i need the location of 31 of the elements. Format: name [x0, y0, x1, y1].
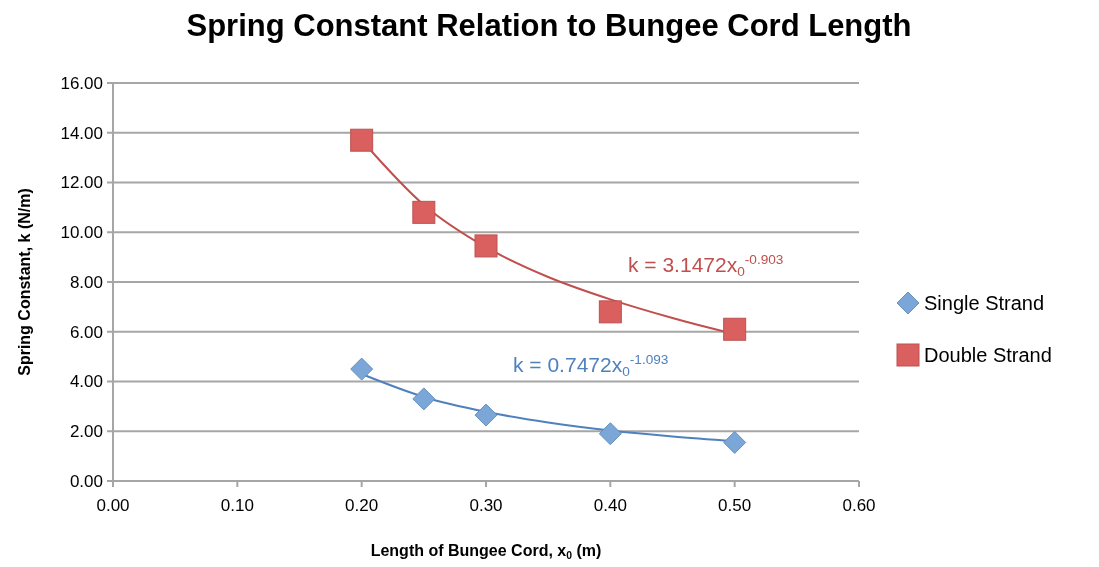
point	[723, 317, 747, 341]
point	[474, 234, 498, 258]
legend-label: Single Strand	[924, 292, 1045, 314]
y-tick-label: 12.00	[60, 173, 103, 193]
y-tick-label: 8.00	[69, 272, 103, 292]
y-tick-label: 16.00	[60, 73, 103, 93]
y-tick-label: 10.00	[60, 223, 103, 243]
x-tick-label: 0.20	[345, 496, 379, 515]
legend-label: Double Strand	[924, 344, 1052, 366]
point	[723, 430, 747, 454]
x-axis-title: Length of Bungee Cord, x$_{0}$ (m)	[370, 542, 602, 561]
x-tick-label: 0.00	[96, 496, 130, 515]
x-tick-label: 0.40	[593, 496, 627, 515]
x-tick-label: 0.30	[469, 496, 503, 515]
y-tick-label: 6.00	[69, 322, 103, 342]
point	[350, 128, 374, 152]
y-axis-title: Spring Constant, k (N/m)	[16, 188, 33, 376]
point	[474, 403, 498, 427]
y-tick-label: 2.00	[69, 422, 103, 442]
point	[598, 422, 622, 446]
chart-title: Spring Constant Relation to Bungee Cord Length	[186, 8, 912, 43]
point	[350, 357, 374, 381]
y-tick-label: 14.00	[60, 123, 103, 143]
point	[412, 200, 436, 224]
x-tick-label: 0.50	[718, 496, 752, 515]
x-tick-label: 0.10	[220, 496, 254, 515]
y-tick-label: 0.00	[69, 471, 103, 491]
point	[598, 300, 622, 324]
y-tick-label: 4.00	[69, 372, 103, 392]
point	[412, 387, 436, 411]
x-tick-label: 0.60	[842, 496, 876, 515]
